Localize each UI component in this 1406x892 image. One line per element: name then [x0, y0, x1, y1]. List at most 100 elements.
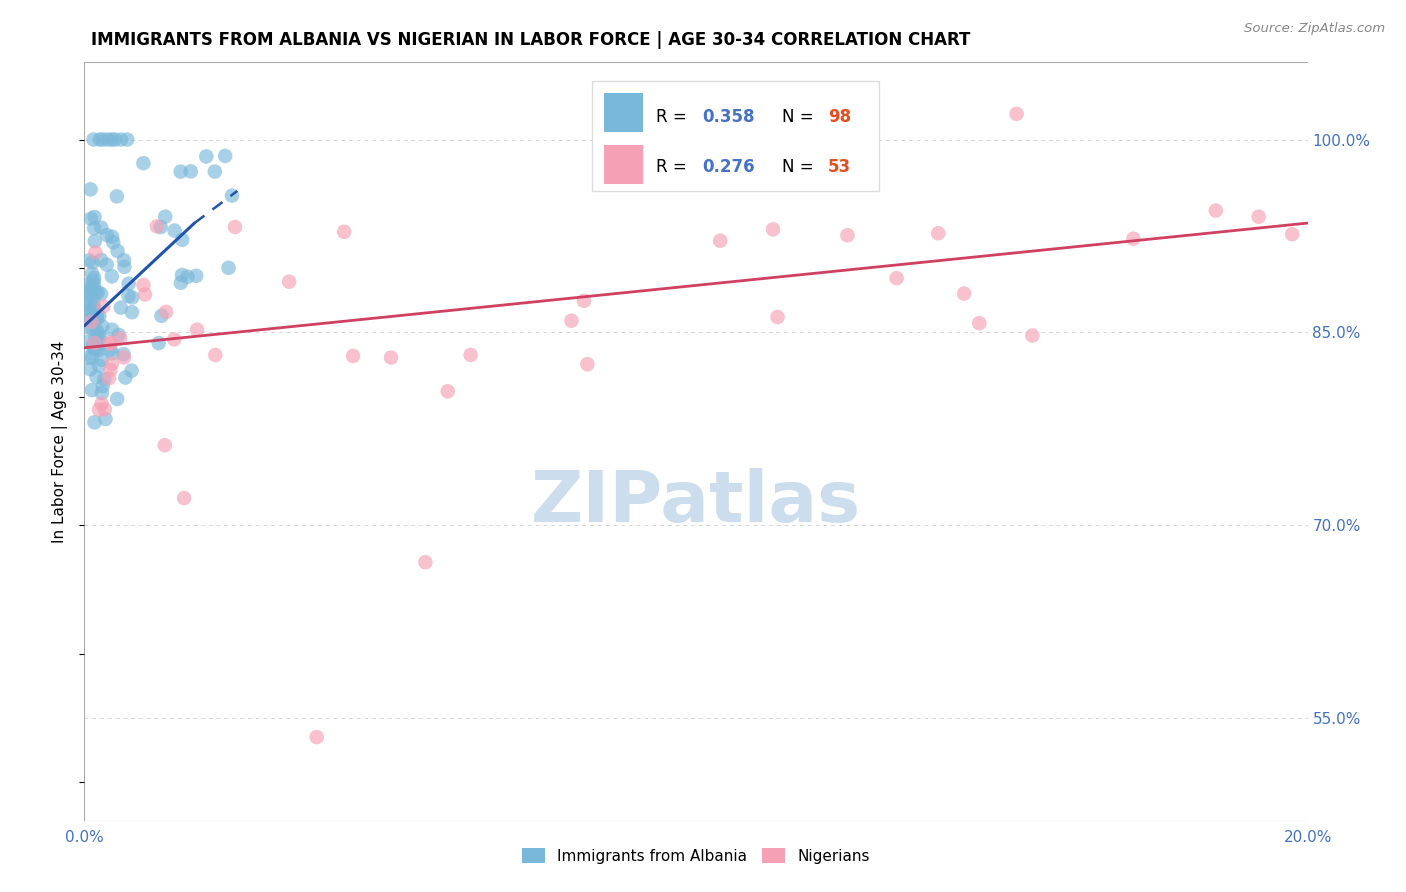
Point — [80, 383, 103, 397]
Point — [87, 285, 110, 300]
Point — [1247, 210, 1270, 224]
Point — [1021, 328, 1043, 343]
Point — [79, 282, 101, 296]
Point — [90, 386, 112, 401]
Point — [132, 156, 155, 170]
Point — [97, 132, 120, 146]
Point — [83, 300, 105, 314]
Point — [112, 351, 135, 365]
Point — [80, 211, 103, 226]
Point — [572, 293, 595, 308]
Point — [83, 234, 105, 248]
Point — [79, 285, 101, 300]
Point — [82, 351, 104, 365]
Point — [76, 293, 98, 307]
Point — [101, 346, 124, 360]
Point — [118, 277, 141, 291]
Point — [101, 132, 124, 146]
Text: R =: R = — [655, 108, 692, 126]
Point — [82, 306, 104, 320]
Point — [98, 371, 121, 385]
Point — [121, 290, 143, 304]
Point — [110, 301, 132, 315]
Point — [709, 234, 731, 248]
Point — [204, 164, 226, 178]
Text: 0.358: 0.358 — [702, 108, 755, 126]
Point — [77, 253, 100, 268]
Point — [86, 308, 108, 322]
Point — [80, 267, 103, 281]
Point — [1005, 107, 1028, 121]
Text: N =: N = — [782, 158, 818, 176]
Point — [90, 252, 112, 267]
Point — [80, 315, 103, 329]
Point — [115, 132, 138, 146]
Point — [90, 397, 112, 411]
Point — [82, 274, 104, 288]
Point — [82, 338, 104, 352]
Point — [83, 210, 105, 224]
Point — [415, 555, 437, 569]
Point — [83, 221, 105, 235]
Point — [886, 271, 908, 285]
Point — [80, 310, 103, 325]
Point — [82, 322, 104, 336]
Point — [121, 305, 143, 319]
Point — [87, 402, 110, 417]
Point — [134, 287, 156, 301]
Point — [218, 260, 240, 275]
Text: IMMIGRANTS FROM ALBANIA VS NIGERIAN IN LABOR FORCE | AGE 30-34 CORRELATION CHART: IMMIGRANTS FROM ALBANIA VS NIGERIAN IN L… — [91, 31, 970, 49]
Point — [436, 384, 458, 399]
Point — [163, 333, 186, 347]
Point — [76, 277, 98, 292]
Point — [305, 730, 328, 744]
Point — [107, 327, 129, 342]
Point — [150, 309, 173, 323]
Point — [98, 343, 121, 357]
Legend: Immigrants from Albania, Nigerians: Immigrants from Albania, Nigerians — [516, 842, 876, 870]
Point — [93, 402, 115, 417]
Point — [86, 311, 108, 326]
Point — [89, 329, 111, 343]
Point — [170, 268, 193, 282]
Point — [84, 342, 107, 356]
Point — [82, 282, 104, 296]
Point — [96, 258, 118, 272]
Point — [155, 305, 177, 319]
Point — [84, 285, 107, 300]
Point — [762, 222, 785, 236]
Point — [104, 132, 127, 146]
Point — [107, 244, 129, 258]
Point — [105, 189, 128, 203]
Point — [90, 286, 112, 301]
Point — [86, 370, 108, 384]
Point — [112, 347, 135, 361]
Point — [90, 220, 112, 235]
Point — [112, 253, 135, 268]
Text: 98: 98 — [828, 108, 851, 126]
Point — [91, 132, 114, 146]
Point — [108, 331, 131, 345]
Point — [101, 357, 124, 371]
Point — [214, 149, 236, 163]
Point — [76, 319, 98, 334]
Point — [101, 269, 124, 284]
Point — [87, 326, 110, 341]
Point — [91, 319, 114, 334]
Point — [79, 182, 101, 196]
Point — [82, 255, 104, 269]
Point — [96, 228, 118, 243]
Point — [87, 340, 110, 354]
Point — [84, 331, 107, 345]
Point — [83, 277, 105, 292]
Point — [163, 223, 186, 237]
Point — [83, 415, 105, 429]
Point — [186, 323, 208, 337]
Point — [91, 379, 114, 393]
Point — [83, 336, 105, 351]
Point — [89, 132, 111, 146]
Point — [90, 352, 112, 367]
Text: R =: R = — [655, 158, 692, 176]
Point — [87, 343, 110, 357]
Point — [170, 164, 193, 178]
